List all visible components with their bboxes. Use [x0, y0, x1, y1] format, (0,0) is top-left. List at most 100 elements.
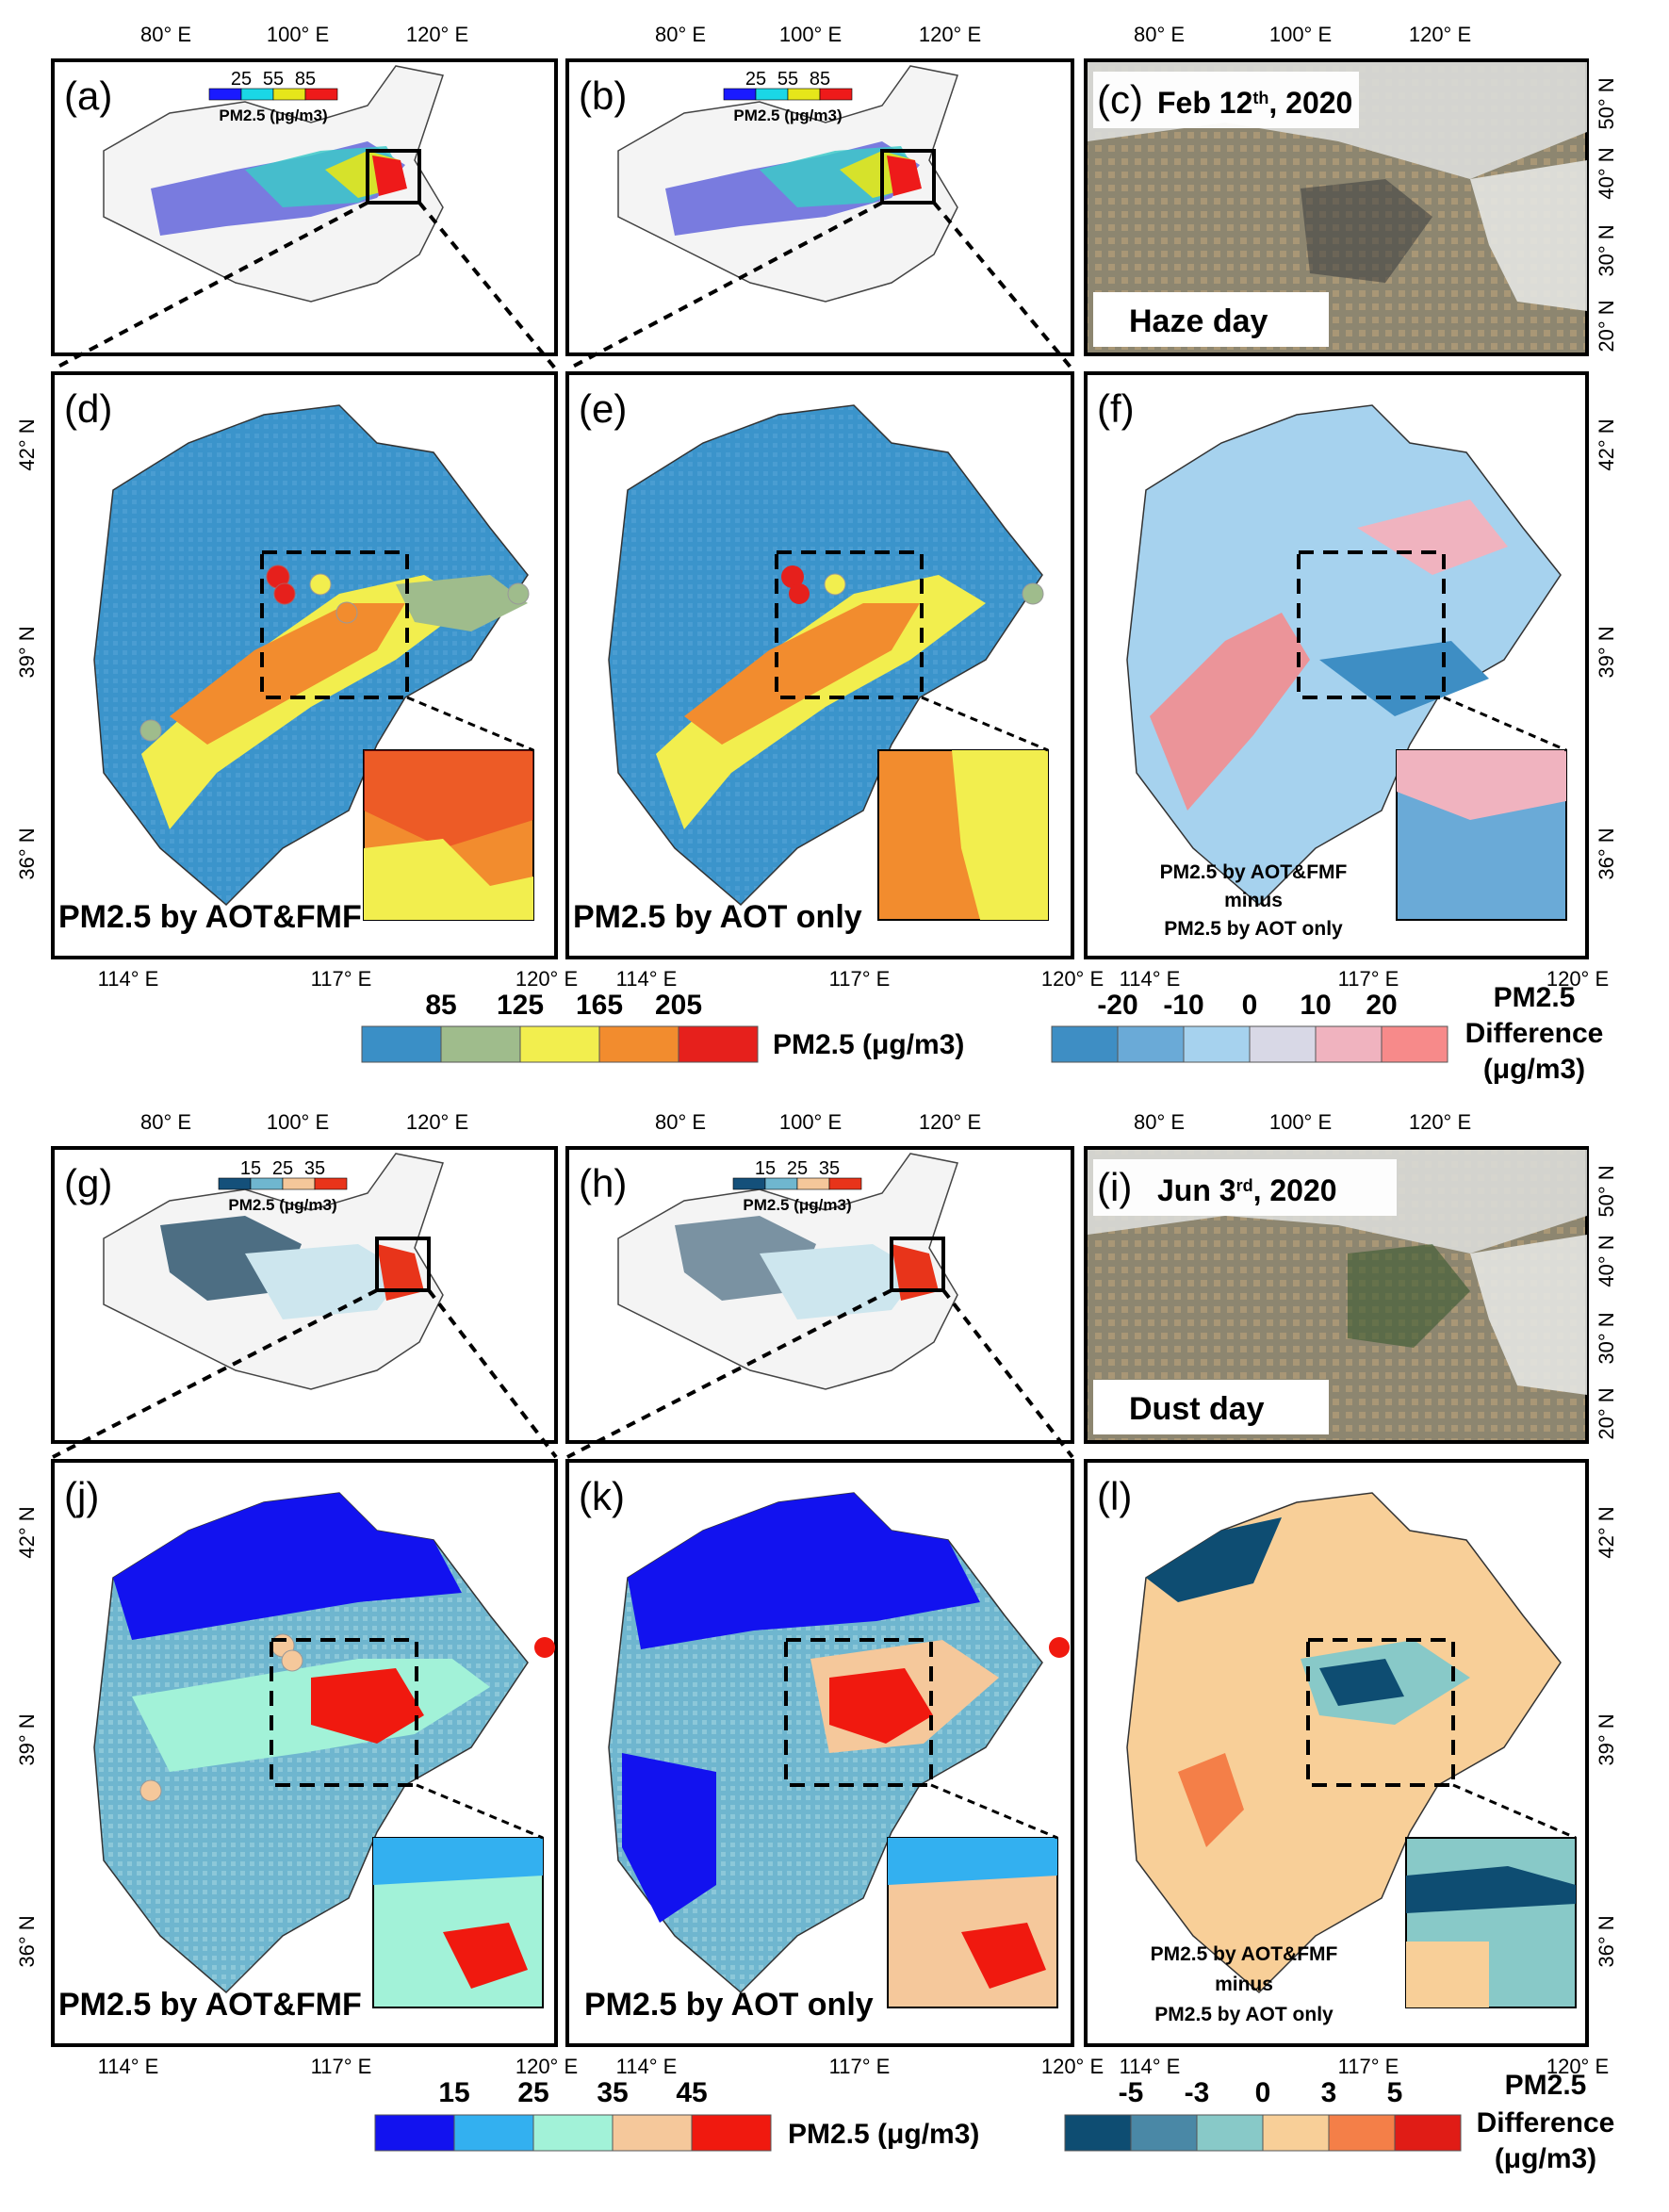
- top-lon-label: 80° E: [1134, 1110, 1185, 1134]
- bottom-lon-label: 117° E: [829, 2055, 891, 2078]
- colorbar-tick: 165: [576, 990, 623, 1021]
- colorbar-haze-pm25: 85 125 165 205 PM2.5 (μg/m3): [361, 990, 964, 1063]
- colorbar-segment: [519, 1025, 600, 1063]
- colorbar-unit-line1: PM2.5: [1494, 982, 1576, 1013]
- bottom-lon-label: 117° E: [829, 967, 891, 991]
- left-lat-label: 36° N: [15, 827, 39, 879]
- panel-i: (i) Jun 3rd, 2020 Dust day: [1084, 1146, 1589, 1444]
- colorbar-segment: [1394, 2114, 1462, 2152]
- bottom-lon-label: 120° E: [1546, 967, 1609, 991]
- colorbar-tick: 125: [497, 990, 544, 1021]
- colorbar-unit-line2: Difference: [1465, 1018, 1604, 1049]
- colorbar-segment: [1249, 1025, 1317, 1063]
- right-lat-label: 20° N: [1595, 300, 1618, 352]
- panel-label-c: (c): [1097, 77, 1143, 122]
- diff-note-line3: PM2.5 by AOT only: [1164, 918, 1343, 940]
- colorbar-tick: 85: [425, 990, 456, 1021]
- inset-legend-tick: 15: [755, 1158, 776, 1179]
- top-lon-label: 80° E: [655, 23, 706, 46]
- colorbar-segment: [1315, 1025, 1383, 1063]
- colorbar-segment: [1381, 1025, 1448, 1063]
- method-label-j: PM2.5 by AOT&FMF: [58, 1987, 362, 2023]
- dust-day-label: Dust day: [1129, 1391, 1265, 1427]
- bottom-lon-label: 117° E: [1338, 967, 1399, 991]
- colorbar-segment: [691, 2114, 772, 2152]
- colorbar-tick: -5: [1119, 2077, 1144, 2108]
- inset-legend-tick: 25: [272, 1158, 293, 1179]
- top-lon-label: 120° E: [406, 23, 468, 46]
- inset-legend-unit: PM2.5 (μg/m3): [733, 107, 842, 124]
- panel-label-g: (g): [64, 1161, 112, 1205]
- colorbar-segment: [1130, 2114, 1198, 2152]
- panel-e: (e) PM2.5 by AOT only: [565, 371, 1074, 959]
- colorbar-unit: PM2.5 (μg/m3): [788, 2119, 979, 2150]
- colorbar-segment: [1196, 2114, 1264, 2152]
- bottom-lon-axis-row4: 114° E 117° E 120° E 114° E 117° E 120° E 114°…: [98, 2055, 1609, 2078]
- colorbar-tick: 20: [1366, 990, 1397, 1021]
- right-lat-label: 20° N: [1595, 1387, 1618, 1439]
- inset-legend-h: 15 25 35 PM2.5 (μg/m3): [732, 1158, 862, 1214]
- inset-legend-tick: 25: [745, 69, 766, 90]
- top-lon-label: 80° E: [140, 1110, 191, 1134]
- inset-legend-g: 15 25 35 PM2.5 (μg/m3): [218, 1158, 348, 1214]
- haze-day-label: Haze day: [1129, 303, 1268, 339]
- top-lon-label: 100° E: [779, 1110, 842, 1134]
- bottom-lon-label: 114° E: [616, 2055, 678, 2078]
- colorbar-unit: PM2.5 (μg/m3): [773, 1029, 964, 1060]
- method-label-k: PM2.5 by AOT only: [584, 1987, 874, 2023]
- colorbar-tick: 45: [676, 2077, 707, 2108]
- inset-legend-swatch: [732, 1177, 766, 1190]
- inset-legend-swatch: [250, 1177, 284, 1190]
- colorbar-unit-line3: (μg/m3): [1495, 2143, 1596, 2174]
- inset-legend-tick: 85: [810, 69, 830, 90]
- colorbar-tick: 0: [1242, 990, 1258, 1021]
- top-lon-label: 120° E: [406, 1110, 468, 1134]
- inset-legend-swatch: [314, 1177, 348, 1190]
- colorbar-tick: 0: [1255, 2077, 1271, 2108]
- right-lat-label: 30° N: [1595, 224, 1618, 276]
- inset-legend-b: 25 55 85 PM2.5 (μg/m3): [723, 69, 853, 124]
- colorbar-segment: [532, 2114, 614, 2152]
- left-lat-label: 36° N: [15, 1915, 39, 1967]
- bottom-lon-label: 120° E: [515, 2055, 578, 2078]
- top-lon-label: 100° E: [1269, 23, 1332, 46]
- zoom-lines-row1: [52, 201, 1074, 371]
- right-lat-label: 50° N: [1595, 1165, 1618, 1217]
- bottom-lon-axis-row2: 114° E 117° E 120° E 114° E 117° E 120° E 114°…: [98, 967, 1609, 991]
- top-lon-label: 120° E: [1409, 23, 1471, 46]
- right-lat-label: 36° N: [1595, 827, 1618, 879]
- bottom-lon-label: 114° E: [1120, 967, 1181, 991]
- colorbar-tick: -20: [1097, 990, 1137, 1021]
- inset-legend-swatch: [272, 88, 306, 101]
- colorbar-segment: [1183, 1025, 1251, 1063]
- colorbar-tick: 25: [517, 2077, 548, 2108]
- inset-legend-tick: 25: [231, 69, 252, 90]
- top-lon-label: 80° E: [655, 1110, 706, 1134]
- inset-legend-unit: PM2.5 (μg/m3): [228, 1196, 336, 1214]
- panel-label-b: (b): [579, 74, 627, 118]
- left-lat-axis-row2: 42° N 39° N 36° N: [15, 418, 39, 879]
- panel-j: (j) PM2.5 by AOT&FMF: [51, 1459, 558, 2047]
- panel-label-j: (j): [64, 1474, 99, 1518]
- colorbar-segment: [612, 2114, 693, 2152]
- colorbar-tick: 15: [438, 2077, 469, 2108]
- panel-b: (b) 25 55 85 PM2.5 (μg/m3): [565, 58, 1074, 356]
- inset-legend-tick: 35: [819, 1158, 840, 1179]
- top-lon-label: 100° E: [1269, 1110, 1332, 1134]
- panel-label-a: (a): [64, 74, 112, 118]
- inset-legend-swatch: [218, 1177, 252, 1190]
- bottom-lon-label: 114° E: [98, 967, 159, 991]
- inset-legend-swatch: [796, 1177, 830, 1190]
- inset-legend-swatch: [304, 88, 338, 101]
- panel-label-d: (d): [64, 386, 112, 431]
- inset-legend-tick: 35: [304, 1158, 325, 1179]
- zoom-lines-row3: [52, 1288, 1074, 1459]
- panel-label-h: (h): [579, 1161, 627, 1205]
- method-label-e: PM2.5 by AOT only: [573, 899, 862, 935]
- colorbar-tick: -10: [1163, 990, 1203, 1021]
- diff-note-l-line1: PM2.5 by AOT&FMF: [1151, 1943, 1338, 1965]
- left-lat-label: 39° N: [15, 626, 39, 678]
- panel-d: (d) PM2.5 by AOT&FMF: [51, 371, 558, 959]
- left-lat-label: 42° N: [15, 418, 39, 470]
